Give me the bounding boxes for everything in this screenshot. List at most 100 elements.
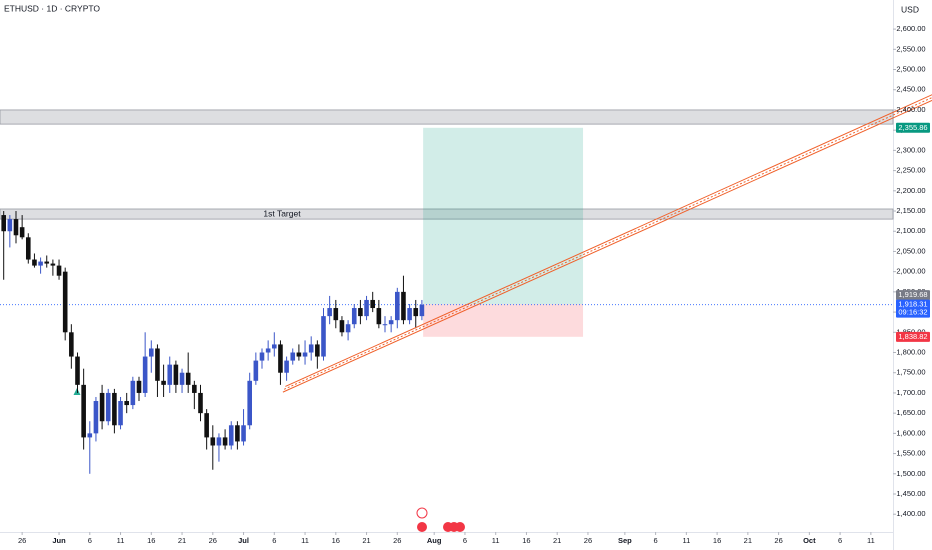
currency: USD <box>901 4 919 14</box>
candle-body <box>222 437 228 446</box>
zone <box>0 208 894 220</box>
y-tick-label: 2,450.00 <box>896 85 925 94</box>
candle-body <box>204 413 209 438</box>
target-price-label: 2,355.86 <box>898 123 927 132</box>
candle-body <box>407 308 412 321</box>
candle-body <box>247 380 252 426</box>
y-tick-label: 2,050.00 <box>896 246 925 255</box>
candle-body <box>364 299 369 317</box>
loss-zone <box>423 304 584 337</box>
candle-body <box>155 348 160 381</box>
x-tick-label: 11 <box>867 536 875 545</box>
y-tick-label: 1,700.00 <box>896 388 925 397</box>
candle-body <box>382 324 388 326</box>
y-tick-label: 1,600.00 <box>896 428 925 437</box>
x-tick-label: 26 <box>209 536 217 545</box>
x-tick-label: Oct <box>803 536 816 545</box>
entry-price-label-box <box>896 290 930 301</box>
candle-body <box>302 352 308 357</box>
y-tick-label: 1,550.00 <box>896 449 925 458</box>
x-tick-label: 16 <box>713 536 721 545</box>
candle-body <box>259 352 265 361</box>
candle-body <box>81 384 86 438</box>
candle-body <box>105 392 111 422</box>
x-tick-label: 16 <box>332 536 340 545</box>
y-tick-label: 2,600.00 <box>896 24 925 33</box>
candle-body <box>136 380 142 393</box>
candle-body <box>253 360 259 381</box>
candle-body <box>1 215 6 232</box>
candle-body <box>265 348 271 353</box>
event-icon <box>416 507 428 519</box>
candle-body <box>124 401 129 406</box>
x-tick-label: 6 <box>654 536 658 545</box>
candle-body <box>167 364 173 385</box>
candle-body <box>241 425 246 442</box>
candle-body <box>148 348 154 357</box>
candle-body <box>321 316 326 357</box>
candle-body <box>32 259 37 266</box>
y-tick-label: 1,400.00 <box>896 509 925 518</box>
y-tick-label: 1,850.00 <box>896 327 925 336</box>
candle-body <box>358 308 363 317</box>
candle-body <box>216 437 222 446</box>
candle-body <box>388 320 394 325</box>
plot-area: 1st Target <box>0 94 932 474</box>
candle-body <box>25 237 31 260</box>
candle-body <box>308 344 314 353</box>
target-price-label-box <box>896 122 930 133</box>
candle-body <box>345 324 351 333</box>
x-tick-label: 11 <box>492 536 500 545</box>
x-tick-label: 21 <box>744 536 752 545</box>
x-tick-label: 16 <box>147 536 155 545</box>
x-tick-label: 11 <box>682 536 690 545</box>
zone <box>0 109 894 125</box>
candle-body <box>112 392 117 426</box>
x-tick-label: 26 <box>774 536 782 545</box>
candle-body <box>192 384 197 393</box>
candle-body <box>99 392 105 422</box>
y-tick-label: 2,550.00 <box>896 44 925 53</box>
last-price-box <box>896 299 930 318</box>
zone-label: 1st Target <box>263 208 301 218</box>
candle-body <box>198 392 203 414</box>
candle-body <box>271 344 277 349</box>
candle-body <box>50 263 56 266</box>
profit-zone <box>423 127 584 305</box>
x-tick-label: 6 <box>272 536 276 545</box>
candle-body <box>130 380 136 406</box>
y-tick-label: 1,800.00 <box>896 347 925 356</box>
candle-body <box>370 299 375 309</box>
stop-price-label: 1,838.82 <box>898 332 927 341</box>
x-tick-label: Jul <box>238 536 249 545</box>
candle-body <box>38 261 43 266</box>
candle-body <box>44 261 50 264</box>
x-tick-label: 11 <box>117 536 125 545</box>
candle-body <box>142 356 148 393</box>
candle-body <box>235 425 240 442</box>
candle-body <box>69 332 74 357</box>
y-tick-label: 2,400.00 <box>896 105 925 114</box>
event-icon <box>417 522 427 532</box>
trendline <box>283 97 932 390</box>
candle-body <box>179 372 185 385</box>
y-tick-label: 1,500.00 <box>896 469 925 478</box>
candle-body <box>290 352 296 361</box>
y-tick-label: 2,000.00 <box>896 267 925 276</box>
y-tick-label: 2,500.00 <box>896 65 925 74</box>
candle-body <box>394 291 400 321</box>
entry-price-label: 1,919.68 <box>898 290 927 299</box>
trendline <box>285 94 932 387</box>
x-tick-label: 6 <box>838 536 842 545</box>
event-icon <box>455 522 465 532</box>
y-tick-label: 1,450.00 <box>896 489 925 498</box>
candle-body <box>173 364 179 385</box>
candle-body <box>333 308 339 321</box>
symbol-title: ETHUSD · 1D · CRYPTO <box>4 3 100 13</box>
y-tick-label: 2,300.00 <box>896 145 925 154</box>
candle-body <box>210 437 216 446</box>
candle-body <box>56 265 62 276</box>
x-tick-label: 26 <box>584 536 592 545</box>
